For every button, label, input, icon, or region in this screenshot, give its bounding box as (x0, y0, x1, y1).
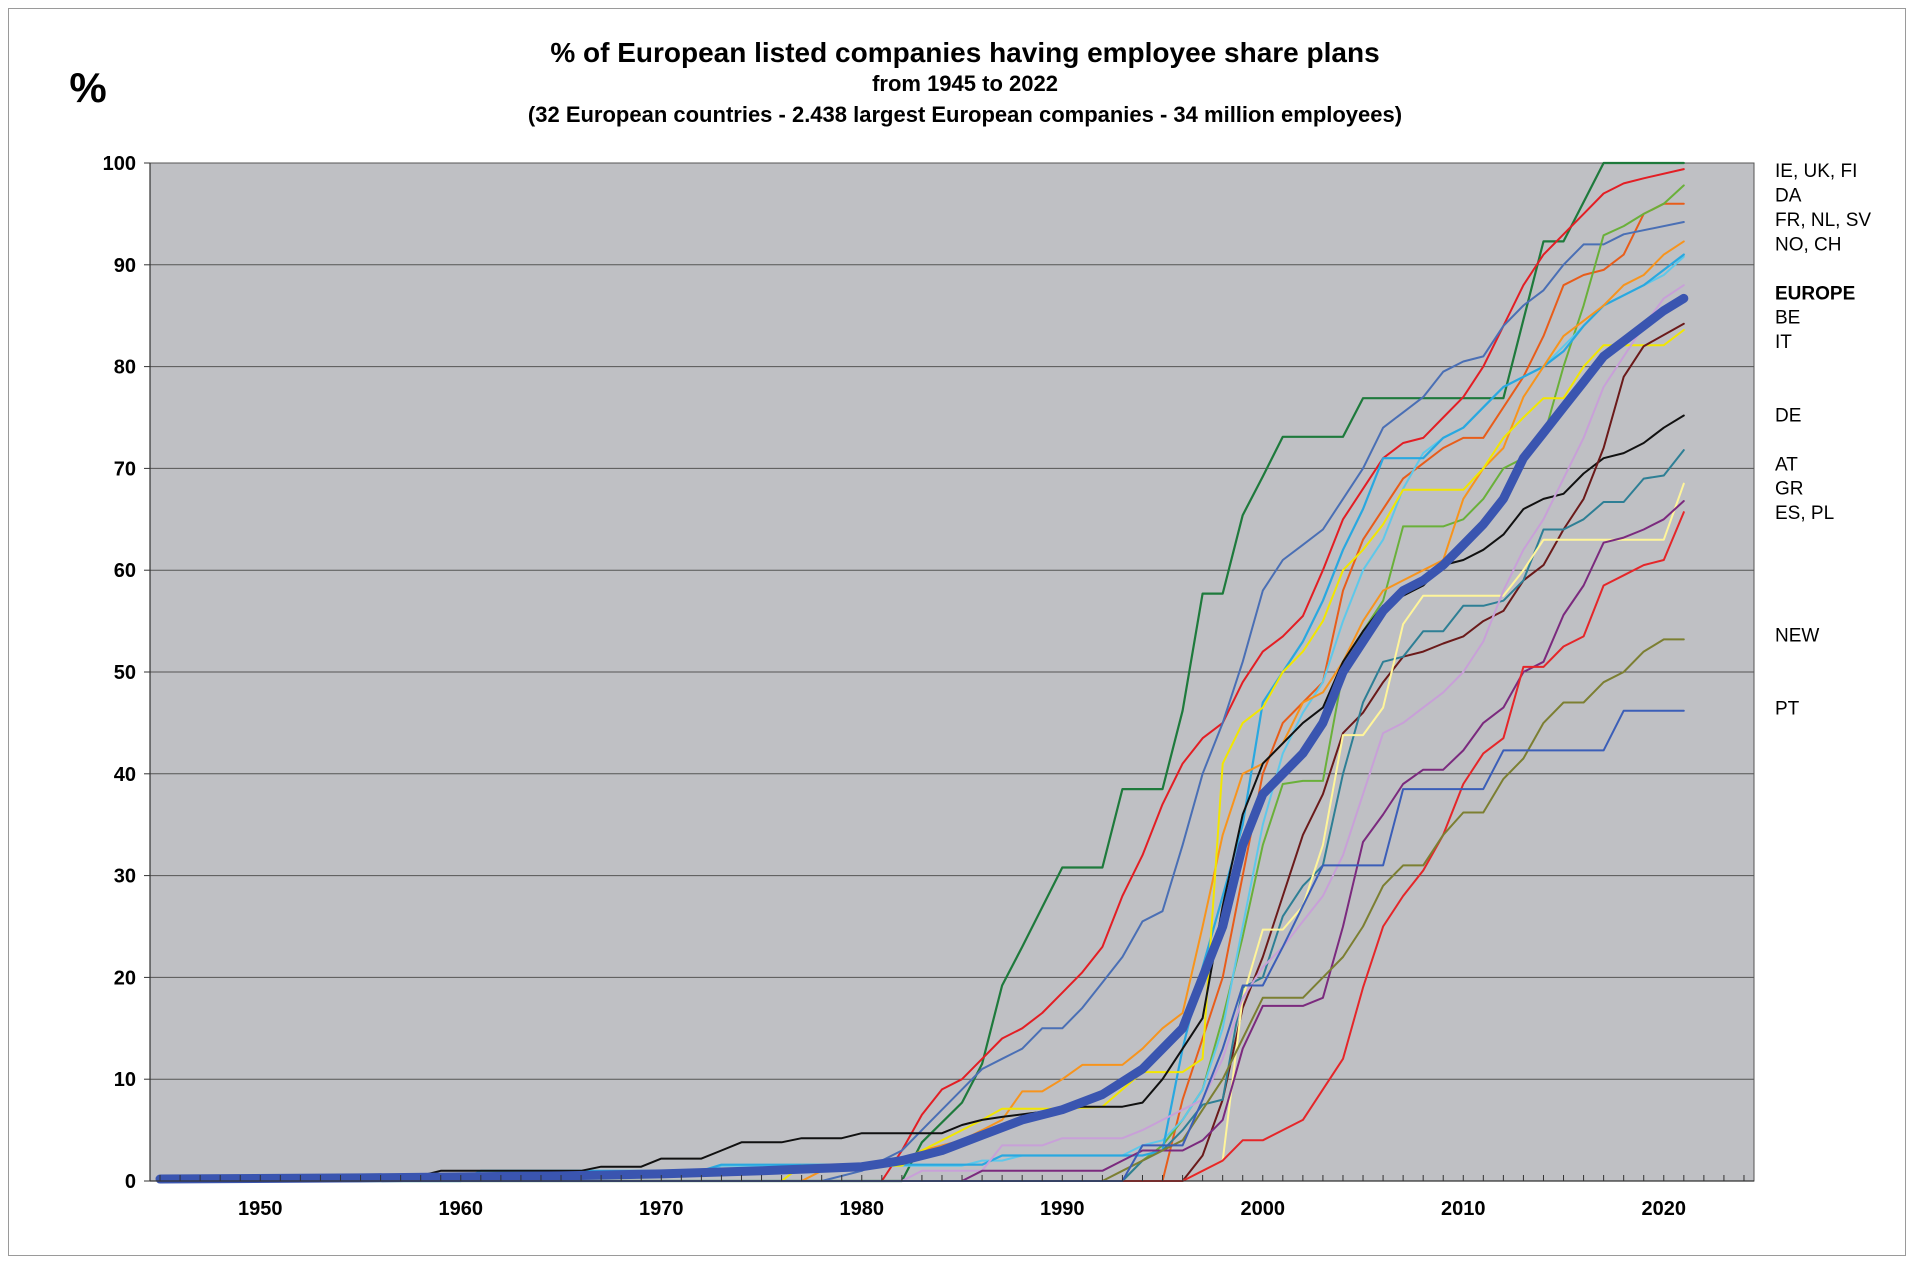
y-tick-label-60: 60 (114, 560, 136, 582)
chart-subtitle-2: (32 European countries - 2.438 largest E… (528, 102, 1402, 127)
axis-layer: 1950 1960 1970 1980 1990 2000 2010 2020 0 10 20 30 4… (103, 153, 1754, 1220)
y-tick-label-100: 100 (103, 153, 136, 175)
y-tick-label-0: 0 (125, 1171, 136, 1193)
series-line-3 (159, 221, 1685, 1182)
series-line-15 (159, 511, 1685, 1182)
chart-frame: % of European listed companies having em… (8, 8, 1906, 1256)
right-label-7: DE (1775, 405, 1801, 426)
series-line-16 (159, 638, 1685, 1182)
y-tick-label-90: 90 (114, 255, 136, 277)
series-line-17 (159, 709, 1685, 1182)
series-line-6 (158, 253, 1685, 1183)
x-tick-label-1980: 1980 (840, 1198, 885, 1220)
y-tick-label-30: 30 (114, 866, 136, 888)
y-tick-label-40: 40 (114, 764, 136, 786)
x-tick-label-2020: 2020 (1642, 1198, 1687, 1220)
right-label-3: NO, CH (1775, 234, 1842, 255)
right-label-11: NEW (1775, 625, 1819, 646)
series-layer (155, 161, 1689, 1184)
series-line-0 (158, 161, 1685, 1183)
y-tick-label-70: 70 (114, 458, 136, 480)
x-tick-label-2010: 2010 (1441, 1198, 1486, 1220)
series-line-10 (159, 322, 1685, 1182)
series-line-9 (159, 414, 1685, 1182)
series-line-1 (159, 168, 1685, 1182)
right-label-5: BE (1775, 308, 1800, 329)
series-line-8 (159, 329, 1685, 1182)
series-line-2 (159, 202, 1685, 1182)
y-tick-label-10: 10 (114, 1069, 136, 1091)
series-line-18 (155, 293, 1689, 1184)
chart-title: % of European listed companies having em… (550, 37, 1379, 68)
x-tick-label-1960: 1960 (439, 1198, 484, 1220)
x-tick-label-2000: 2000 (1241, 1198, 1286, 1220)
x-tick-label-1950: 1950 (238, 1198, 283, 1220)
y-tick-label-80: 80 (114, 357, 136, 379)
right-label-10: ES, PL (1775, 503, 1834, 524)
plot-area (149, 162, 1755, 1182)
y-tick-label-20: 20 (114, 967, 136, 989)
chart-subtitle-1: from 1945 to 2022 (872, 71, 1058, 96)
right-label-0: IE, UK, FI (1775, 161, 1857, 182)
series-line-14 (159, 500, 1685, 1182)
right-label-12: PT (1775, 699, 1800, 720)
right-label-6: IT (1775, 332, 1792, 353)
right-labels: IE, UK, FI DA FR, NL, SV NO, CH EUROPE BE IT DE… (1775, 161, 1871, 720)
x-tick-label-1970: 1970 (639, 1198, 684, 1220)
x-tick-label-1990: 1990 (1040, 1198, 1085, 1220)
y-tick-label-50: 50 (114, 662, 136, 684)
right-label-9: GR (1775, 479, 1804, 500)
right-label-4: EUROPE (1775, 283, 1855, 304)
series-line-13 (159, 284, 1685, 1182)
right-label-2: FR, NL, SV (1775, 210, 1871, 231)
y-axis-label: % (69, 64, 106, 111)
right-label-1: DA (1775, 186, 1802, 207)
chart-svg: % of European listed companies having em… (69, 37, 1871, 1220)
right-label-8: AT (1775, 454, 1798, 475)
